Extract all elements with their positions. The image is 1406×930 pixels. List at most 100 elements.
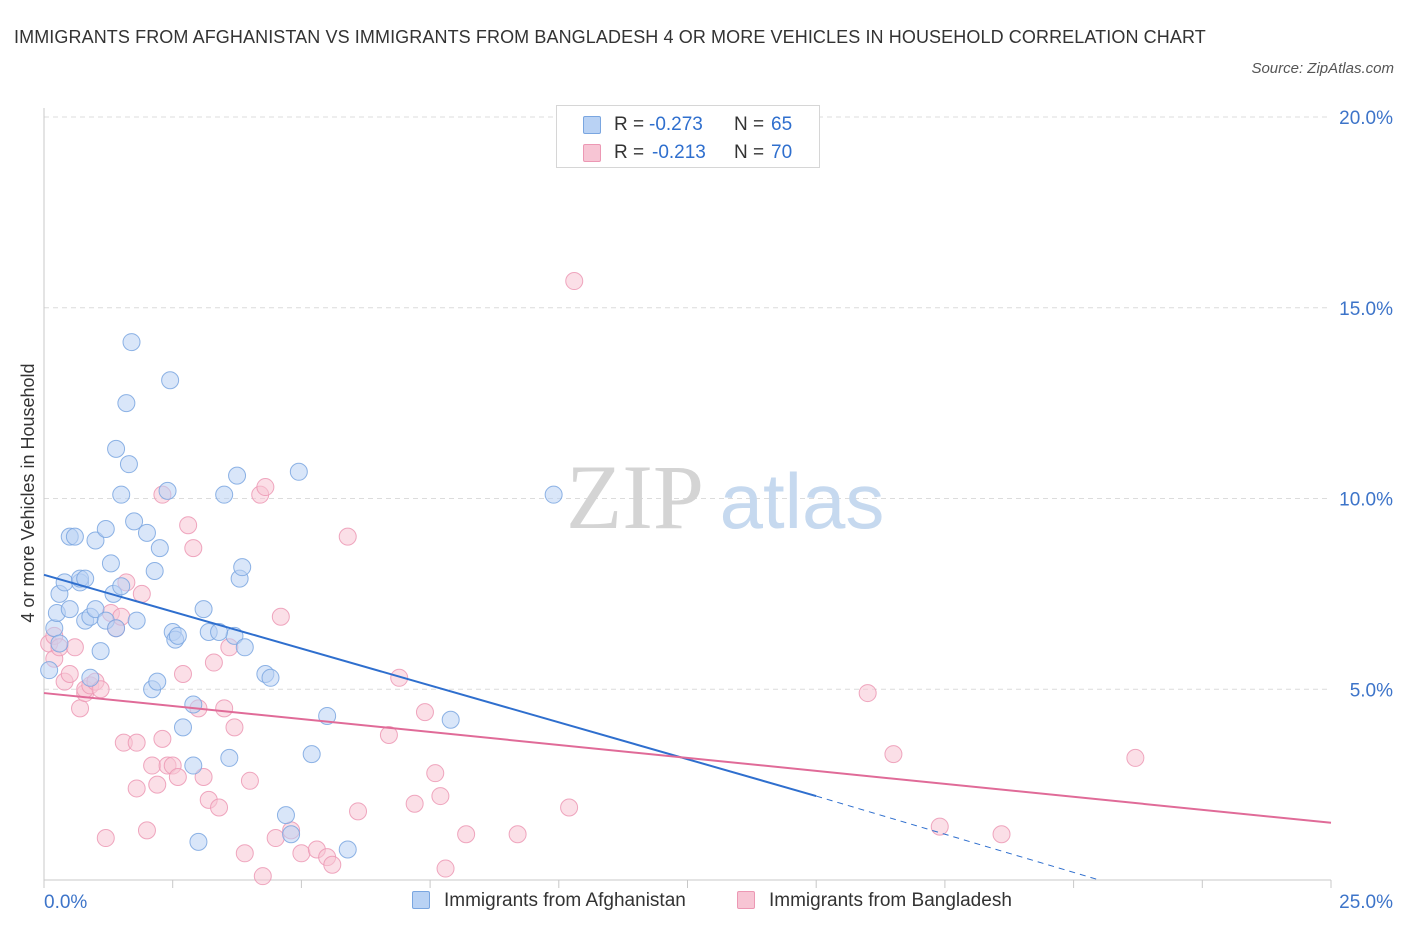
bangladesh-point (153, 729, 172, 748)
afghanistan-point (544, 485, 563, 504)
legend-n-label: N = (734, 142, 765, 163)
afghanistan-point (338, 840, 357, 859)
stats-legend: R = -0.273 N = 65 R = -0.213 N = 70 (556, 105, 820, 168)
afghanistan-point (161, 371, 180, 390)
afghanistan-point (441, 710, 460, 729)
afghanistan-point (184, 756, 203, 775)
legend-r-label: R = (614, 142, 645, 163)
afghanistan-point (86, 531, 105, 550)
afghanistan-point (40, 661, 59, 680)
afghanistan-point (150, 539, 169, 558)
trend-line-bangladesh (43, 692, 1332, 824)
afghanistan-point (122, 333, 141, 352)
bangladesh-point (60, 664, 79, 683)
afghanistan-point (81, 668, 100, 687)
bangladesh-point (271, 607, 290, 626)
afghanistan-point (184, 695, 203, 714)
bangladesh-point (204, 653, 223, 672)
grid-lines (44, 116, 1331, 690)
tick-labels: 5.0% 10.0% 15.0% 20.0% 0.0% 25.0% (44, 108, 1393, 913)
bangladesh-point (1126, 748, 1145, 767)
afghanistan-point (220, 748, 239, 767)
bangladesh-point (884, 745, 903, 764)
bangladesh-point (256, 478, 275, 497)
bangladesh-point (173, 664, 192, 683)
y-tick-label: 20.0% (1339, 108, 1393, 129)
afghanistan-point (96, 520, 115, 539)
y-tick-label: 15.0% (1339, 299, 1393, 320)
afghanistan-point (145, 561, 164, 580)
afghanistan-point (50, 634, 69, 653)
afghanistan-point (60, 600, 79, 619)
bangladesh-point (858, 684, 877, 703)
watermark-atlas: atlas (720, 457, 885, 545)
bangladesh-point (235, 844, 254, 863)
bangladesh-point (405, 794, 424, 813)
afghanistan-point (215, 485, 234, 504)
bangladesh-point (560, 798, 579, 817)
bangladesh-point (266, 829, 285, 848)
chart-title: IMMIGRANTS FROM AFGHANISTAN VS IMMIGRANT… (14, 27, 1206, 47)
afghanistan-point (302, 745, 321, 764)
afghanistan-point (86, 600, 105, 619)
bangladesh-point (225, 718, 244, 737)
afghanistan-point (107, 619, 126, 638)
bangladesh-point (127, 733, 146, 752)
bangladesh-point (349, 802, 368, 821)
watermark: ZIP atlas (566, 446, 884, 548)
y-tick-label: 5.0% (1350, 680, 1393, 701)
afghanistan-point (210, 623, 229, 642)
bangladesh-point (179, 516, 198, 535)
afghanistan-point (276, 806, 295, 825)
bottom-legend-label: Immigrants from Bangladesh (769, 890, 1012, 911)
bangladesh-point (992, 825, 1011, 844)
afghanistan-point (282, 825, 301, 844)
afghanistan-point (158, 481, 177, 500)
afghanistan-point (168, 626, 187, 645)
bangladesh-point (292, 844, 311, 863)
afghanistan-point (261, 668, 280, 687)
bangladesh-point (210, 798, 229, 817)
bangladesh-point (338, 527, 357, 546)
bangladesh-point (457, 825, 476, 844)
bangladesh-point (390, 668, 409, 687)
bangladesh-point (127, 779, 146, 798)
afghanistan-point (148, 672, 167, 691)
trend-lines (43, 573, 1332, 881)
watermark-zip: ZIP (566, 446, 704, 548)
bangladesh-point (431, 787, 450, 806)
afghanistan-point (112, 577, 131, 596)
bangladesh-point (143, 756, 162, 775)
bangladesh-point (194, 767, 213, 786)
afghanistan-point (137, 523, 156, 542)
afghanistan-point (173, 718, 192, 737)
bangladesh-point (323, 855, 342, 874)
bangladesh-point (132, 584, 151, 603)
bangladesh-point (184, 539, 203, 558)
afghanistan-point (189, 832, 208, 851)
bangladesh-point (137, 821, 156, 840)
bangladesh-point (91, 680, 110, 699)
afghanistan-point (45, 619, 64, 638)
source-label: Source: ZipAtlas.com (1251, 60, 1394, 77)
bangladesh-point (565, 272, 584, 291)
bangladesh-point (71, 699, 90, 718)
afghanistan-point (65, 527, 84, 546)
bangladesh-point (930, 817, 949, 836)
legend-swatch-afghanistan (583, 116, 601, 134)
legend-r-label: R = (614, 114, 645, 135)
bangladesh-point (379, 726, 398, 745)
series-afghanistan-points (40, 333, 563, 859)
bangladesh-point (508, 825, 527, 844)
bangladesh-point (415, 703, 434, 722)
x-tick-label-max: 25.0% (1339, 892, 1393, 913)
y-axis-label: 4 or more Vehicles in Household (18, 363, 38, 622)
series-bangladesh-points (40, 272, 1145, 886)
bangladesh-point (436, 859, 455, 878)
bangladesh-point (253, 867, 272, 886)
legend-swatch-bangladesh (583, 144, 601, 162)
afghanistan-point (117, 394, 136, 413)
afghanistan-point (235, 638, 254, 657)
bangladesh-point (215, 699, 234, 718)
